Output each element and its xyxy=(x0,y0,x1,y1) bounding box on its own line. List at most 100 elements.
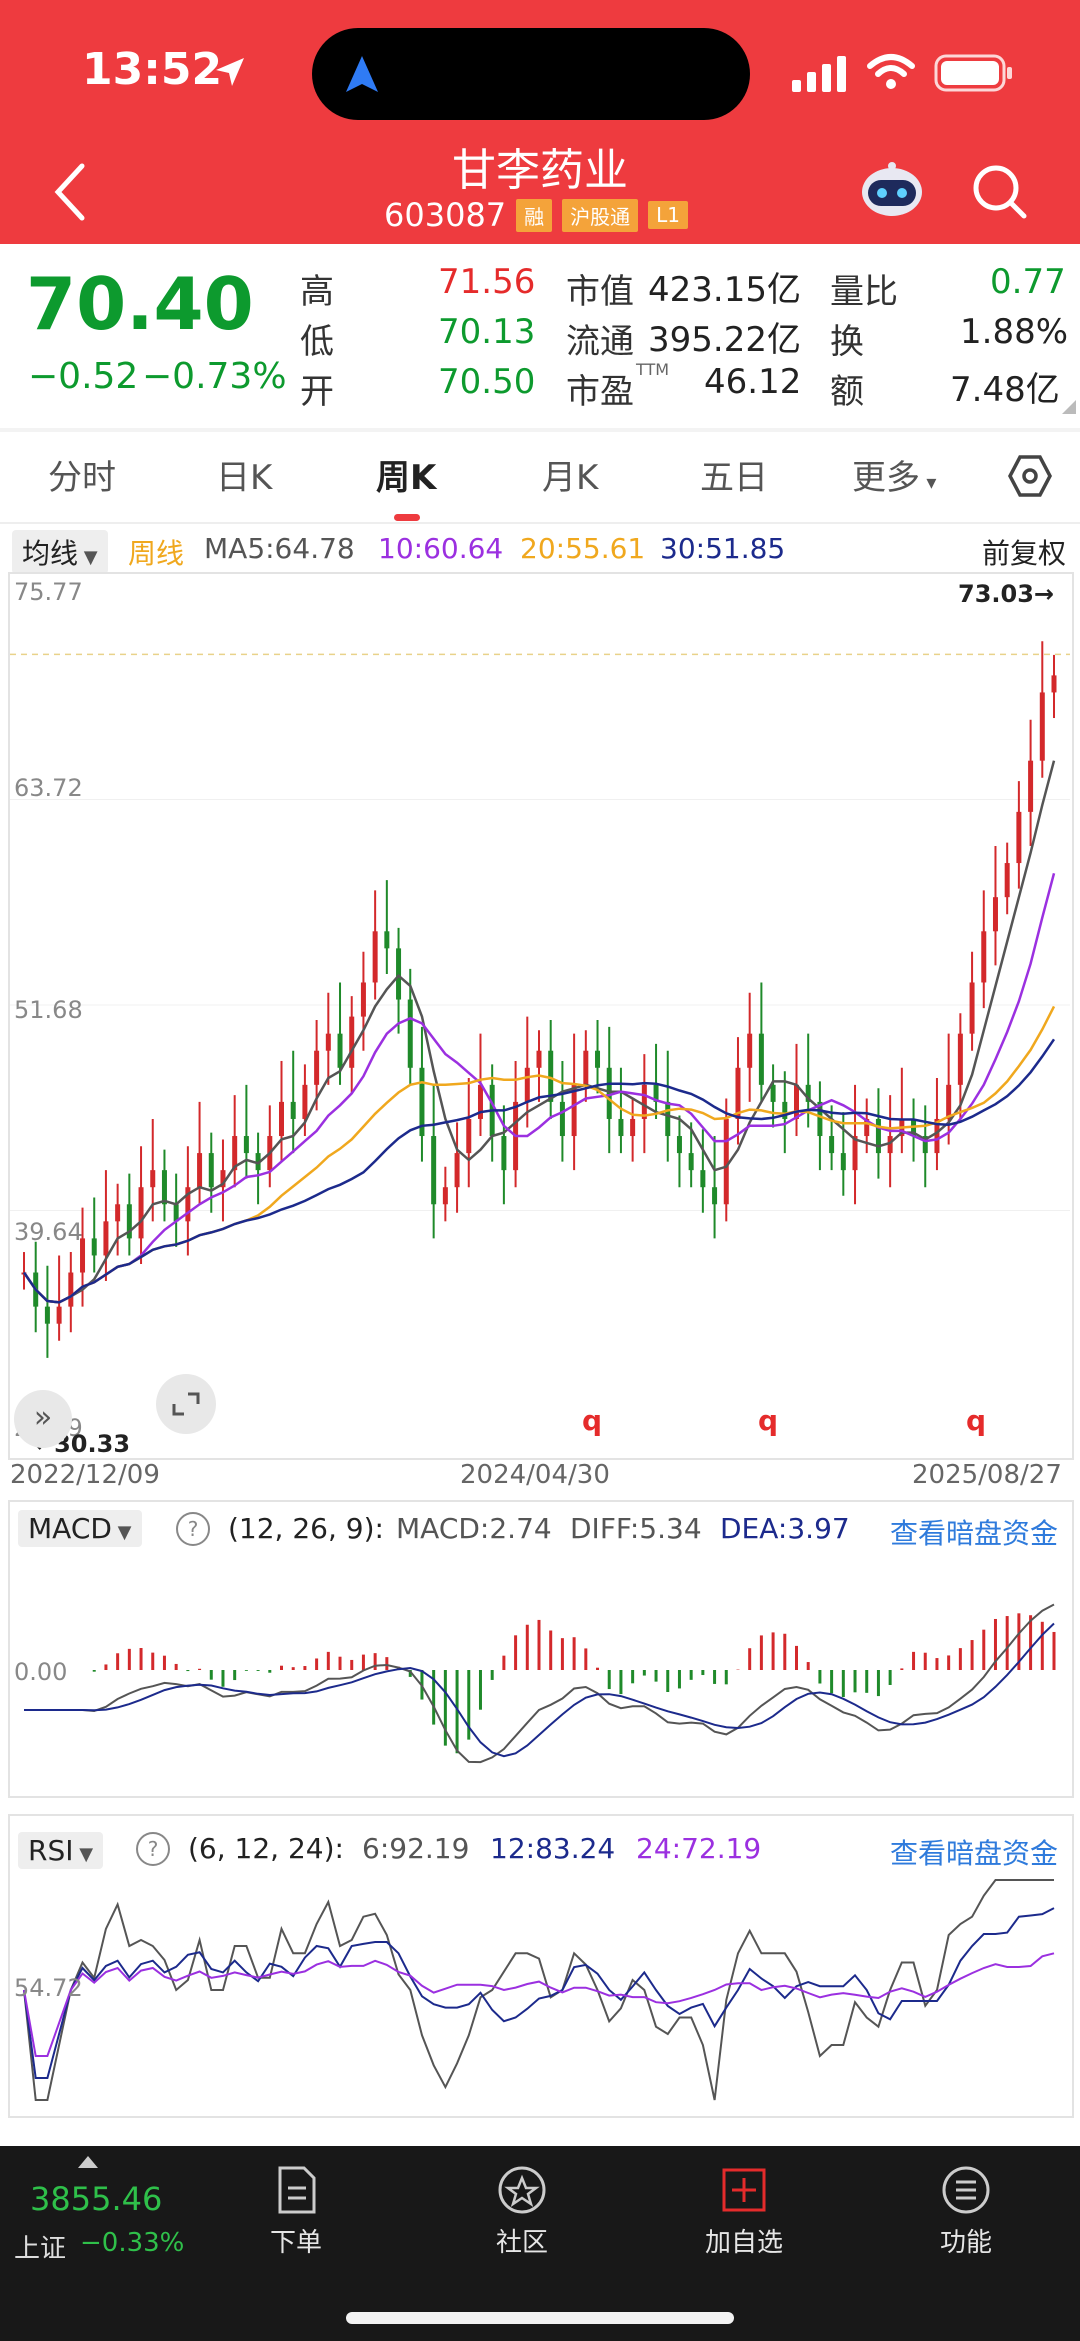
nav-community-label: 社区 xyxy=(495,2228,548,2258)
dark-pool-link[interactable]: 查看暗盘资金 xyxy=(890,1837,1059,1870)
candle-body xyxy=(302,1084,308,1119)
diff-value: DIFF:5.34 xyxy=(570,1512,702,1545)
rsi-panel-frame xyxy=(8,1814,1074,2118)
period-label: 周线 xyxy=(128,537,185,570)
tab-five-day[interactable]: 五日 xyxy=(700,458,768,498)
candle-body xyxy=(91,1238,97,1256)
nav-community[interactable]: 社区 xyxy=(482,2162,562,2259)
candle-body xyxy=(969,982,975,1034)
dark-pool-link[interactable]: 查看暗盘资金 xyxy=(890,1517,1059,1550)
index-value[interactable]: 3855.46 xyxy=(30,2180,163,2218)
tab-more[interactable]: 更多 ▾ xyxy=(852,450,936,499)
candle-body xyxy=(44,1306,50,1324)
candle-body xyxy=(232,1136,238,1171)
rsi6-value: 6:92.19 xyxy=(362,1832,470,1865)
active-tab-indicator xyxy=(394,514,420,521)
candle-body xyxy=(384,931,390,949)
help-icon[interactable]: ? xyxy=(136,1832,170,1866)
caret-down-icon: ▼ xyxy=(111,1522,132,1543)
index-change[interactable]: −0.33% xyxy=(80,2228,185,2258)
candle-body xyxy=(372,931,378,983)
candle-body xyxy=(981,931,987,983)
nav-order[interactable]: 下单 xyxy=(256,2162,336,2259)
candle-body xyxy=(1039,692,1045,761)
stock-code-line: 603087 融 沪股通 L1 xyxy=(384,196,689,234)
turnover-label: 换 xyxy=(830,322,864,362)
date-label-start: 2022/12/09 xyxy=(10,1460,160,1490)
candle-body xyxy=(875,1118,881,1154)
robot-assistant-icon[interactable] xyxy=(858,160,926,220)
back-icon[interactable] xyxy=(50,162,90,222)
candle-body xyxy=(571,1084,577,1137)
float-value: 395.22亿 xyxy=(648,320,801,360)
settings-hexagon-icon[interactable] xyxy=(1006,452,1054,500)
candle-body xyxy=(115,1204,121,1222)
tab-weekly-k[interactable]: 周K xyxy=(376,458,437,498)
ma-dropdown-label: 均线 xyxy=(22,537,79,570)
high-label: 高 xyxy=(300,272,334,312)
tab-monthly-k[interactable]: 月K xyxy=(542,458,599,498)
rsi-dropdown[interactable]: RSI ▼ xyxy=(18,1832,104,1869)
candle-body xyxy=(1028,760,1034,812)
y-axis-label: 75.77 xyxy=(14,578,83,606)
candle-body xyxy=(407,999,413,1068)
kline-chart[interactable] xyxy=(10,574,1070,1456)
expand-corner-icon[interactable] xyxy=(1062,400,1076,414)
candle-body xyxy=(922,1136,928,1154)
home-indicator[interactable] xyxy=(346,2312,734,2324)
y-axis-label: 39.64 xyxy=(14,1218,83,1246)
candle-body xyxy=(349,1016,355,1068)
ma10-value: 10:60.64 xyxy=(378,532,504,565)
candle-body xyxy=(68,1272,74,1307)
event-marker[interactable]: q xyxy=(758,1404,779,1437)
event-marker[interactable]: q xyxy=(582,1404,603,1437)
community-star-icon xyxy=(498,2166,546,2214)
search-icon[interactable] xyxy=(970,162,1030,222)
candle-body xyxy=(536,1050,542,1068)
high-value: 71.56 xyxy=(438,262,536,302)
nav-add-watchlist[interactable]: 加自选 xyxy=(694,2162,794,2259)
macd-params: (12, 26, 9): xyxy=(228,1512,384,1545)
candle-body xyxy=(290,1101,296,1119)
add-square-icon xyxy=(722,2168,766,2212)
tab-daily-k[interactable]: 日K xyxy=(216,458,273,498)
mcap-value: 423.15亿 xyxy=(648,270,801,310)
amount-value: 7.48亿 xyxy=(950,370,1060,410)
nav-functions-label: 功能 xyxy=(939,2228,992,2258)
menu-circle-icon xyxy=(942,2166,990,2214)
index-name[interactable]: 上证 xyxy=(14,2234,67,2264)
candle-body xyxy=(477,1084,483,1119)
price-change: −0.52 xyxy=(28,356,139,397)
nav-functions[interactable]: 功能 xyxy=(926,2162,1006,2259)
candle-body xyxy=(665,1101,671,1137)
candle-body xyxy=(80,1238,86,1273)
caret-down-icon: ▼ xyxy=(78,547,98,568)
price-change-pct: −0.73% xyxy=(142,356,287,397)
tab-intraday[interactable]: 分时 xyxy=(48,458,116,498)
candle-body xyxy=(197,1153,203,1188)
pe-ttm-sup: TTM xyxy=(636,360,670,379)
rsi24-line xyxy=(23,1952,1055,2057)
candle-body xyxy=(442,1187,448,1205)
ma10-line xyxy=(22,872,1056,1304)
help-icon[interactable]: ? xyxy=(176,1512,210,1546)
candle-body xyxy=(805,1084,811,1102)
fullscreen-button[interactable] xyxy=(156,1374,216,1434)
candle-body xyxy=(173,1204,179,1222)
fast-forward-icon[interactable]: » xyxy=(14,1390,72,1448)
macd-dropdown[interactable]: MACD ▼ xyxy=(18,1510,142,1547)
ma-dropdown[interactable]: 均线 ▼ xyxy=(12,530,108,574)
candle-body xyxy=(466,1118,472,1154)
kline-chart-frame[interactable] xyxy=(8,572,1074,1460)
candle-body xyxy=(782,1101,788,1119)
candle-body xyxy=(794,1084,799,1119)
battery-icon xyxy=(934,54,1012,92)
candle-body xyxy=(630,1118,636,1137)
candle-body xyxy=(946,1084,952,1119)
candle-body xyxy=(337,1033,343,1068)
adjust-mode[interactable]: 前复权 xyxy=(982,537,1067,570)
max-price-label: 73.03→ xyxy=(958,580,1055,608)
candle-body xyxy=(676,1136,682,1154)
event-marker[interactable]: q xyxy=(966,1404,987,1437)
stock-name: 甘李药业 xyxy=(452,145,628,196)
